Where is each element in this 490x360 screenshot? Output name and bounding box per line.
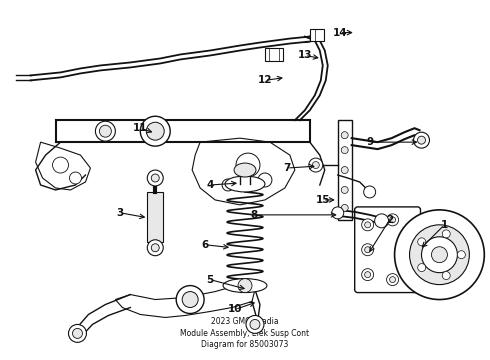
Circle shape xyxy=(52,157,69,173)
Circle shape xyxy=(390,276,395,283)
Circle shape xyxy=(147,122,164,140)
Bar xyxy=(310,28,324,41)
Circle shape xyxy=(362,244,374,256)
Circle shape xyxy=(258,173,272,187)
Circle shape xyxy=(457,251,465,259)
Circle shape xyxy=(250,319,260,329)
Circle shape xyxy=(151,174,159,182)
Circle shape xyxy=(365,272,370,278)
Text: 9: 9 xyxy=(366,137,373,147)
Circle shape xyxy=(365,247,370,253)
Bar xyxy=(265,48,283,62)
Circle shape xyxy=(70,172,81,184)
Circle shape xyxy=(442,271,450,279)
Circle shape xyxy=(365,222,370,228)
Circle shape xyxy=(387,274,398,285)
Polygon shape xyxy=(115,285,255,318)
Ellipse shape xyxy=(223,279,267,293)
Circle shape xyxy=(140,116,170,146)
Circle shape xyxy=(176,285,204,314)
Circle shape xyxy=(341,132,348,139)
Text: 7: 7 xyxy=(283,163,291,173)
Circle shape xyxy=(394,210,484,300)
Text: 6: 6 xyxy=(201,240,209,250)
Circle shape xyxy=(362,219,374,231)
Text: 2: 2 xyxy=(386,215,393,225)
Text: 13: 13 xyxy=(297,50,312,60)
Circle shape xyxy=(387,214,398,226)
Text: 5: 5 xyxy=(206,275,214,285)
Polygon shape xyxy=(192,138,295,205)
Polygon shape xyxy=(36,142,91,190)
Text: 4: 4 xyxy=(206,180,214,190)
Circle shape xyxy=(96,121,115,141)
Text: 2023 GMC Acadia
Module Assembly, Elek Susp Cont
Diagram for 85003073: 2023 GMC Acadia Module Assembly, Elek Su… xyxy=(180,317,310,349)
Circle shape xyxy=(390,217,395,223)
Circle shape xyxy=(246,315,264,333)
Text: 1: 1 xyxy=(441,220,448,230)
Text: 14: 14 xyxy=(332,28,347,37)
Text: 11: 11 xyxy=(133,123,147,133)
Circle shape xyxy=(309,158,323,172)
Circle shape xyxy=(238,279,252,293)
Circle shape xyxy=(410,225,469,285)
Circle shape xyxy=(341,147,348,154)
Ellipse shape xyxy=(234,163,256,177)
Ellipse shape xyxy=(225,176,265,192)
Text: 3: 3 xyxy=(117,208,124,218)
Circle shape xyxy=(375,214,389,228)
Circle shape xyxy=(151,244,159,252)
Circle shape xyxy=(341,186,348,193)
Text: 12: 12 xyxy=(258,75,272,85)
FancyBboxPatch shape xyxy=(355,207,420,293)
Bar xyxy=(338,120,352,220)
Circle shape xyxy=(364,186,376,198)
Circle shape xyxy=(362,269,374,280)
Text: 8: 8 xyxy=(250,210,258,220)
Text: 10: 10 xyxy=(228,305,242,315)
Circle shape xyxy=(442,230,450,238)
Circle shape xyxy=(222,179,234,191)
Circle shape xyxy=(332,207,343,219)
Bar xyxy=(147,192,163,242)
Circle shape xyxy=(432,247,447,263)
Circle shape xyxy=(73,328,82,338)
Circle shape xyxy=(417,264,426,271)
Text: 15: 15 xyxy=(316,195,330,205)
Circle shape xyxy=(99,125,111,137)
Circle shape xyxy=(417,238,426,246)
Circle shape xyxy=(69,324,86,342)
Circle shape xyxy=(147,240,163,256)
Circle shape xyxy=(236,153,260,177)
Circle shape xyxy=(421,237,457,273)
Circle shape xyxy=(414,132,429,148)
Circle shape xyxy=(341,204,348,211)
Circle shape xyxy=(341,167,348,174)
Circle shape xyxy=(312,162,319,168)
Circle shape xyxy=(147,170,163,186)
Circle shape xyxy=(182,292,198,307)
Circle shape xyxy=(417,136,425,144)
